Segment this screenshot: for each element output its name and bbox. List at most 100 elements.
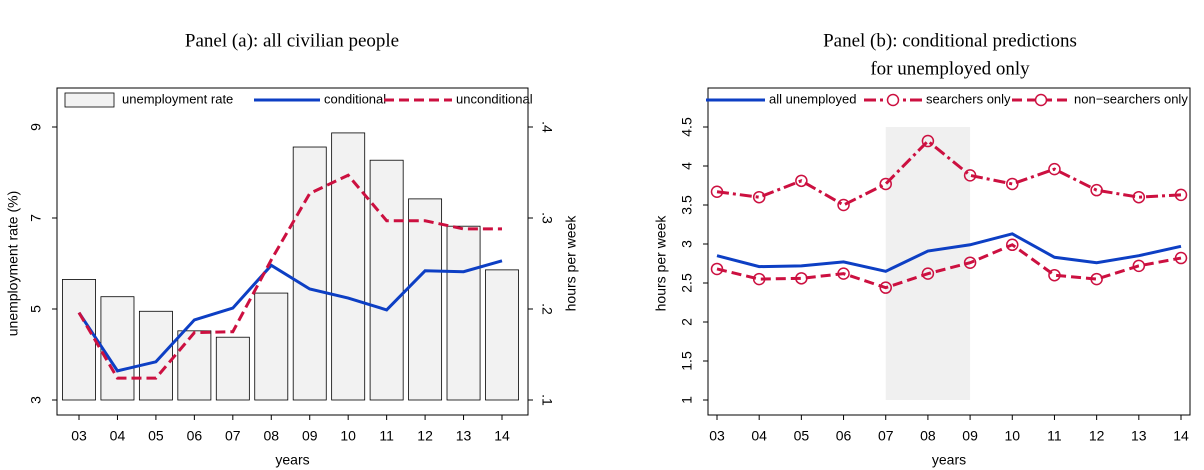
legend-label: conditional — [324, 91, 386, 106]
marker — [879, 281, 892, 294]
bar — [369, 159, 404, 401]
marker — [879, 177, 892, 191]
x-tick-label: 06 — [187, 428, 203, 444]
y-tick-label: 3.5 — [679, 195, 695, 215]
x-tick-label: 06 — [836, 428, 852, 444]
marker — [1048, 268, 1061, 282]
legend-label: searchers only — [926, 91, 1011, 106]
marker — [921, 134, 935, 148]
chart-title: Panel (a): all civilian people — [185, 30, 399, 51]
x-tick-label: 13 — [1131, 428, 1147, 444]
x-tick-label: 05 — [794, 428, 810, 444]
x-tick-label: 10 — [340, 428, 356, 444]
marker — [963, 169, 977, 182]
marker — [710, 185, 724, 198]
chart-title: Panel (b): conditional predictions — [823, 30, 1077, 51]
x-tick-label: 14 — [1173, 428, 1189, 444]
legend-label: non−searchers only — [1074, 91, 1188, 106]
y2-axis-label: hours per week — [563, 215, 579, 312]
marker — [1006, 238, 1019, 252]
x-tick-label: 11 — [1047, 428, 1062, 444]
bar — [408, 198, 443, 401]
y-tick-label: 4 — [679, 162, 695, 170]
marker — [1090, 272, 1103, 286]
x-tick-label: 10 — [1004, 428, 1020, 444]
marker — [1006, 177, 1019, 191]
marker — [1132, 259, 1146, 273]
bar — [100, 296, 135, 401]
plot-frame — [707, 87, 1191, 416]
legend-marker — [1034, 93, 1048, 107]
y-axis-label: hours per week — [653, 215, 669, 312]
bar — [138, 310, 173, 401]
y2-tick-label: .4 — [539, 121, 555, 133]
line — [716, 139, 1182, 207]
marker — [963, 256, 977, 269]
bar — [177, 330, 212, 401]
chart-title: for unemployed only — [870, 58, 1030, 79]
y-axis-label: unemployment rate (%) — [5, 191, 21, 337]
x-tick-label: 04 — [751, 428, 767, 444]
y-tick-label: 3 — [28, 396, 44, 404]
y-tick-label: 2.5 — [679, 273, 695, 293]
x-tick-label: 13 — [456, 428, 472, 444]
x-axis-label: years — [275, 452, 309, 468]
y-tick-label: 1 — [679, 396, 695, 404]
x-tick-label: 04 — [110, 428, 126, 444]
y-tick-label: 2 — [679, 318, 695, 326]
y-tick-label: 9 — [28, 123, 44, 131]
legend-label: unemployment rate — [122, 91, 233, 106]
y-tick-label: 1.5 — [679, 351, 695, 371]
x-tick-label: 07 — [878, 428, 894, 444]
shaded-period — [885, 127, 971, 400]
x-tick-label: 03 — [709, 428, 725, 444]
bar — [292, 146, 327, 401]
line — [716, 232, 1182, 273]
marker — [752, 272, 766, 286]
legend-label: unconditional — [456, 91, 533, 106]
bar — [331, 132, 366, 401]
x-tick-label: 12 — [417, 428, 433, 444]
marker — [1132, 190, 1146, 204]
marker — [1174, 251, 1188, 265]
y-tick-label: 5 — [28, 305, 44, 313]
legend-swatch — [64, 92, 115, 108]
x-tick-label: 07 — [225, 428, 241, 444]
marker — [1090, 183, 1103, 197]
marker — [752, 190, 766, 204]
y-tick-label: 3 — [679, 240, 695, 248]
y-tick-label: 4.5 — [679, 117, 695, 137]
bar — [446, 225, 481, 401]
x-tick-label: 03 — [71, 428, 87, 444]
x-tick-label: 05 — [148, 428, 164, 444]
x-tick-label: 12 — [1089, 428, 1105, 444]
marker — [837, 267, 850, 280]
marker — [710, 262, 724, 276]
legend-marker — [886, 93, 900, 107]
x-tick-label: 09 — [962, 428, 978, 444]
y-tick-label: 7 — [28, 214, 44, 222]
marker — [1174, 188, 1188, 202]
bar — [62, 279, 96, 401]
x-axis-label: years — [932, 452, 966, 468]
plot-frame — [56, 87, 529, 416]
y2-tick-label: .3 — [539, 212, 555, 224]
line — [77, 259, 503, 373]
x-tick-label: 08 — [920, 428, 936, 444]
bar — [485, 269, 519, 401]
bar — [215, 336, 250, 401]
x-tick-label: 09 — [302, 428, 318, 444]
marker — [1048, 162, 1061, 176]
line — [716, 243, 1182, 290]
marker — [795, 272, 808, 285]
marker — [921, 267, 935, 280]
y2-tick-label: .2 — [539, 303, 555, 315]
x-tick-label: 14 — [494, 428, 510, 444]
marker — [795, 174, 808, 188]
x-tick-label: 08 — [263, 428, 279, 444]
y2-tick-label: .1 — [539, 394, 555, 406]
line — [77, 173, 502, 380]
x-tick-label: 11 — [379, 428, 394, 444]
